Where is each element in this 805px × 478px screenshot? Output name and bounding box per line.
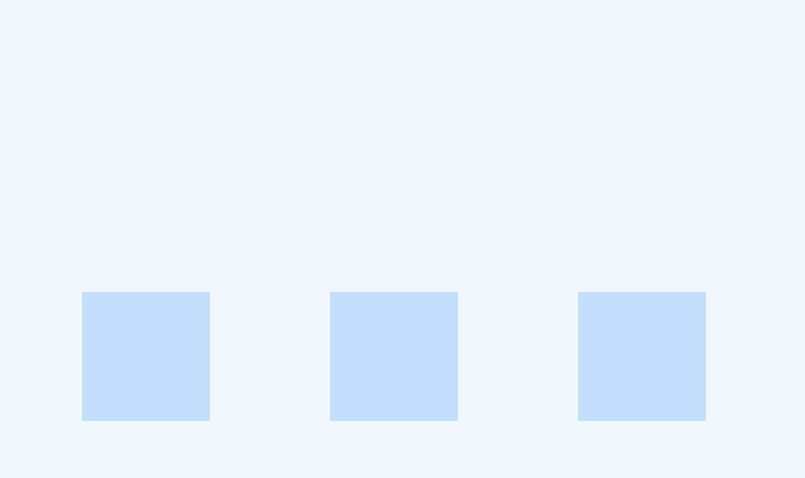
tile-2[interactable] [330, 292, 458, 421]
tile-1[interactable] [82, 292, 210, 421]
tile-3[interactable] [578, 292, 706, 421]
